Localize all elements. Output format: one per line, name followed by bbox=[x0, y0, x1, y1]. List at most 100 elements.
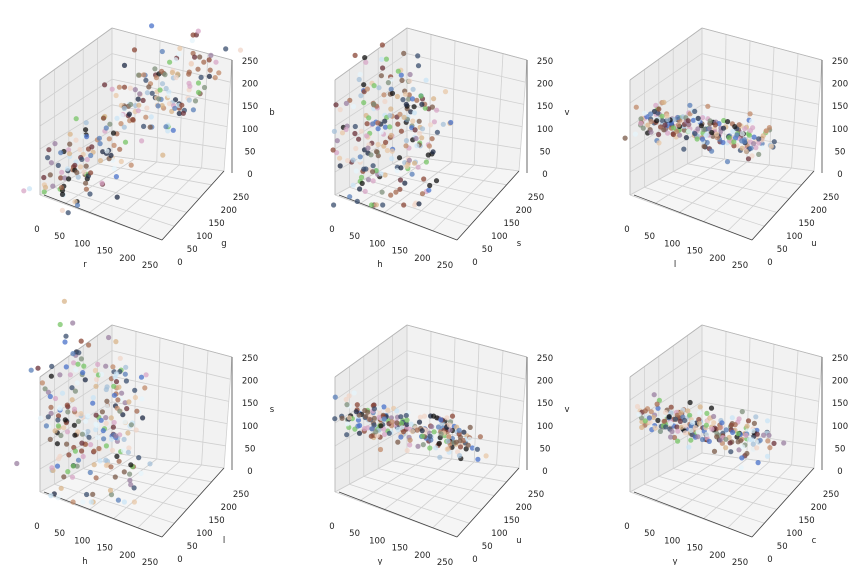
data-point bbox=[121, 469, 127, 475]
y-tick-label: 0 bbox=[767, 555, 772, 565]
data-point bbox=[381, 404, 387, 410]
data-point bbox=[167, 59, 173, 65]
data-point bbox=[195, 80, 202, 86]
data-point bbox=[83, 418, 89, 424]
data-point bbox=[119, 390, 125, 396]
y-tick-label: 0 bbox=[177, 258, 182, 268]
data-point bbox=[49, 465, 55, 471]
data-point bbox=[398, 434, 404, 440]
x-tick-label: 250 bbox=[732, 558, 748, 565]
data-point bbox=[371, 406, 377, 412]
data-point bbox=[75, 361, 81, 367]
data-point bbox=[108, 464, 114, 470]
data-point bbox=[373, 202, 379, 208]
data-point bbox=[742, 126, 748, 132]
y-axis-label: l bbox=[223, 536, 225, 546]
data-point bbox=[407, 437, 413, 443]
data-point bbox=[371, 83, 377, 89]
data-point bbox=[356, 76, 362, 83]
data-point bbox=[744, 423, 750, 429]
data-point bbox=[79, 440, 85, 446]
data-point bbox=[768, 143, 774, 149]
data-point bbox=[177, 45, 183, 52]
data-point bbox=[141, 123, 147, 129]
z-tick-label: 0 bbox=[837, 467, 842, 477]
data-point bbox=[111, 142, 117, 148]
tick-labels: 0 50 100 150 200 250 0 50 100 150 200 250 0 50 100 150 2… bbox=[624, 57, 848, 271]
z-tick-label: 100 bbox=[242, 125, 258, 135]
data-point bbox=[442, 89, 449, 95]
data-point bbox=[427, 182, 433, 189]
data-point bbox=[113, 339, 119, 345]
data-point bbox=[656, 140, 662, 146]
data-point bbox=[747, 111, 753, 117]
data-point bbox=[80, 499, 86, 505]
y-tick-label: 150 bbox=[503, 219, 519, 229]
data-point bbox=[201, 84, 208, 91]
data-point bbox=[122, 139, 129, 145]
data-point bbox=[703, 422, 709, 428]
data-point bbox=[674, 412, 680, 418]
data-point bbox=[700, 115, 706, 121]
data-point bbox=[366, 115, 372, 121]
y-tick-label: 150 bbox=[503, 516, 519, 526]
data-point bbox=[728, 449, 734, 455]
data-point bbox=[448, 119, 454, 126]
data-point bbox=[767, 445, 773, 451]
data-point bbox=[411, 110, 417, 116]
data-point bbox=[90, 400, 96, 406]
z-axis-label: v bbox=[564, 108, 569, 118]
x-tick-label: 100 bbox=[74, 536, 90, 546]
tick-labels: 0 50 100 150 200 250 0 50 100 150 200 250 0 50 100 150 2… bbox=[329, 354, 553, 565]
data-point bbox=[371, 422, 377, 428]
data-point bbox=[692, 108, 698, 114]
x-tick-label: 200 bbox=[709, 551, 725, 561]
data-point bbox=[334, 138, 340, 144]
data-point bbox=[121, 124, 127, 130]
data-point bbox=[104, 148, 110, 154]
data-point bbox=[419, 428, 425, 434]
data-point bbox=[103, 415, 109, 421]
data-point bbox=[117, 355, 123, 361]
data-point bbox=[648, 118, 654, 125]
data-point bbox=[159, 48, 165, 55]
data-point bbox=[714, 131, 720, 137]
data-point bbox=[698, 123, 704, 129]
data-point bbox=[192, 98, 199, 104]
data-point bbox=[86, 342, 92, 348]
axis-frame bbox=[629, 27, 823, 241]
data-point bbox=[408, 421, 414, 427]
z-tick-label: 150 bbox=[537, 102, 553, 112]
data-point bbox=[675, 428, 681, 434]
data-point bbox=[652, 425, 658, 431]
data-point bbox=[47, 172, 53, 178]
data-point bbox=[113, 433, 119, 439]
data-point bbox=[96, 445, 102, 452]
data-point bbox=[397, 177, 404, 183]
data-point bbox=[720, 139, 726, 146]
data-point bbox=[419, 433, 425, 439]
data-point bbox=[398, 128, 404, 134]
data-point bbox=[378, 73, 384, 79]
data-point bbox=[201, 59, 207, 65]
z-tick-label: 250 bbox=[832, 57, 848, 67]
tick-labels: 0 50 100 150 200 250 0 50 100 150 200 250 0 50 100 150 2… bbox=[329, 57, 553, 271]
data-point bbox=[111, 419, 117, 426]
data-point bbox=[449, 413, 456, 419]
data-point bbox=[406, 157, 412, 163]
data-point bbox=[456, 431, 462, 437]
data-point bbox=[89, 144, 95, 150]
data-point bbox=[760, 133, 766, 139]
axis-frame bbox=[39, 324, 233, 538]
data-point bbox=[77, 164, 84, 170]
data-point bbox=[434, 107, 440, 113]
data-point bbox=[388, 132, 394, 138]
data-point bbox=[398, 420, 404, 426]
data-point bbox=[370, 169, 376, 175]
data-point bbox=[197, 54, 203, 60]
z-tick-label: 100 bbox=[242, 422, 258, 432]
data-point bbox=[736, 447, 742, 453]
data-point bbox=[110, 130, 117, 136]
data-point bbox=[331, 128, 337, 134]
data-point bbox=[176, 51, 182, 57]
